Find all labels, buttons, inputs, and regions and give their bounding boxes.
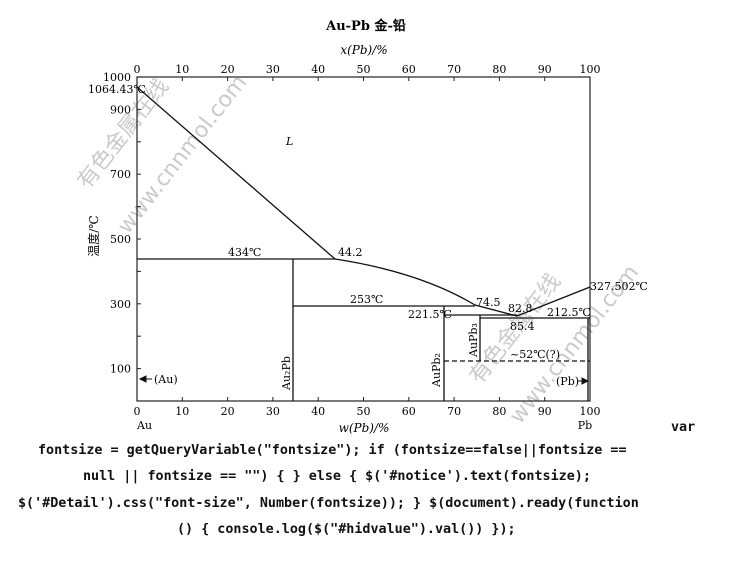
y-axis-label: 温度/℃ — [86, 215, 101, 256]
top-tick-label: 30 — [266, 63, 280, 76]
liquidus-pb-side — [334, 258, 518, 317]
x-tick-label: 20 — [221, 405, 235, 418]
code-line-2: fontsize = getQueryVariable("fontsize");… — [38, 443, 627, 458]
top-tick-label: 90 — [538, 63, 552, 76]
top-axis-label: x(Pb)/% — [340, 43, 387, 57]
x-tick-label: 10 — [175, 405, 189, 418]
top-tick-label: 10 — [175, 63, 189, 76]
x-tick-label: 40 — [311, 405, 325, 418]
x-tick-label: 30 — [266, 405, 280, 418]
label-comp-828: 82.8 — [508, 302, 533, 315]
liquidus-pb-end — [516, 286, 591, 317]
label-peri-253: 253℃ — [350, 293, 383, 306]
x-tick-label: 60 — [402, 405, 416, 418]
y-tick-label: 1000 — [103, 71, 131, 84]
top-tick-label: 80 — [492, 63, 506, 76]
label-pb-phase: (Pb) — [556, 375, 579, 388]
label-eut-434: 434℃ — [228, 246, 261, 259]
code-line-3: null || fontsize == "") { } else { $('#n… — [83, 469, 591, 484]
bottom-axis-label: w(Pb)/% — [339, 421, 390, 435]
x-tick-labels: 0 10 20 30 40 50 60 70 80 90 100 — [134, 405, 601, 418]
top-tick-label: 100 — [580, 63, 601, 76]
label-peri-2215: 221.5℃ — [408, 308, 452, 321]
top-tick-label: 60 — [402, 63, 416, 76]
y-tick-label: 700 — [110, 168, 131, 181]
x-tick-label: 70 — [447, 405, 461, 418]
x-tick-label: 50 — [357, 405, 371, 418]
label-pb-melt: 327.502℃ — [590, 280, 648, 293]
x-tick-label: 90 — [538, 405, 552, 418]
label-comp-442: 44.2 — [338, 246, 363, 259]
label-comp-854: 85.4 — [510, 320, 535, 333]
diagram-title: Au-Pb 金-铅 — [325, 18, 406, 34]
top-tick-label: 40 — [311, 63, 325, 76]
label-au2pb: Au₂Pb — [280, 356, 293, 391]
label-aupb3: AuPb₃ — [467, 323, 480, 358]
phase-boundaries — [136, 86, 591, 401]
top-tick-label: 0 — [134, 63, 141, 76]
label-au-phase: (Au) — [154, 373, 178, 386]
right-element-label: Pb — [578, 419, 592, 432]
code-line-4: $('#Detail').css("font-size", Number(fon… — [18, 496, 639, 511]
y-tick-label: 500 — [110, 233, 131, 246]
y-tick-labels: 1000 900 700 500 300 100 — [103, 71, 131, 376]
y-tick-label: 100 — [110, 363, 131, 376]
code-line-1: var — [671, 420, 696, 435]
top-tick-labels: 0 10 20 30 40 50 60 70 80 90 100 — [134, 63, 601, 76]
code-line-5: () { console.log($("#hidvalue").val()) }… — [177, 522, 516, 537]
y-tick-label: 900 — [110, 103, 131, 116]
y-tick-label: 300 — [110, 298, 131, 311]
axis-ticks — [136, 76, 591, 402]
liquidus-au-side — [136, 86, 336, 260]
phase-arrows — [138, 375, 590, 385]
x-tick-label: 0 — [134, 405, 141, 418]
left-element-label: Au — [136, 419, 152, 432]
label-comp-745: 74.5 — [476, 296, 501, 309]
label-aupb2: AuPb₂ — [430, 353, 443, 388]
x-tick-label: 80 — [492, 405, 506, 418]
top-tick-label: 70 — [447, 63, 461, 76]
top-tick-label: 20 — [221, 63, 235, 76]
label-eut-2125: 212.5℃ — [547, 306, 591, 319]
diagram-labels: 1064.43℃ L 434℃ 44.2 253℃ 74.5 82.8 221.… — [88, 83, 648, 391]
x-tick-label: 100 — [580, 405, 601, 418]
label-liquid: L — [285, 135, 293, 148]
label-au-melt: 1064.43℃ — [88, 83, 146, 96]
top-tick-label: 50 — [357, 63, 371, 76]
label-transition: ~52℃(?) — [510, 348, 560, 361]
